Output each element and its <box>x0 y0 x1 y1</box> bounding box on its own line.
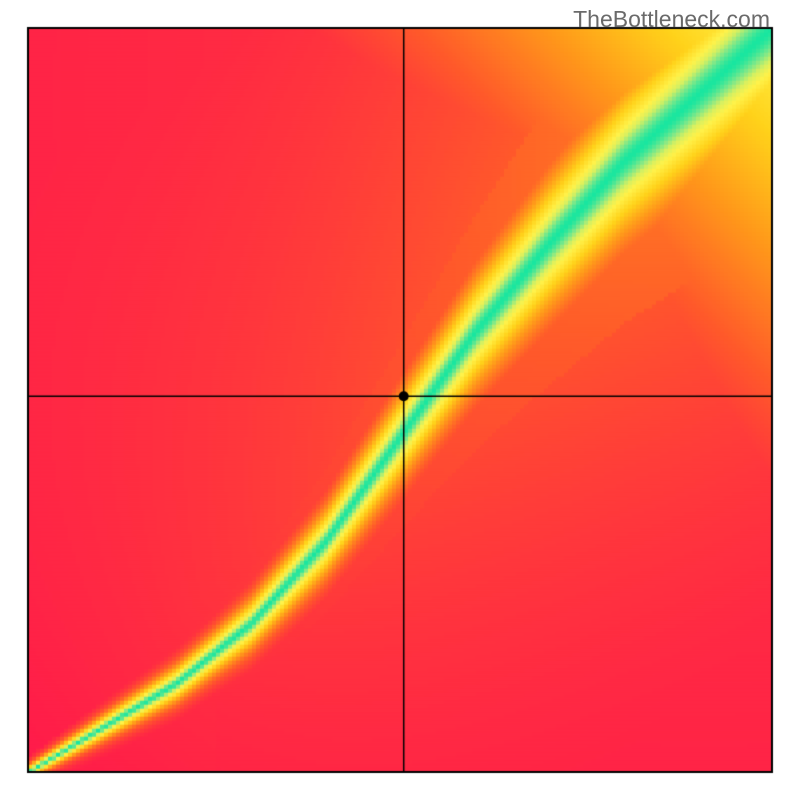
watermark-text: TheBottleneck.com <box>573 6 770 33</box>
bottleneck-heatmap-canvas <box>0 0 800 800</box>
chart-container: TheBottleneck.com <box>0 0 800 800</box>
